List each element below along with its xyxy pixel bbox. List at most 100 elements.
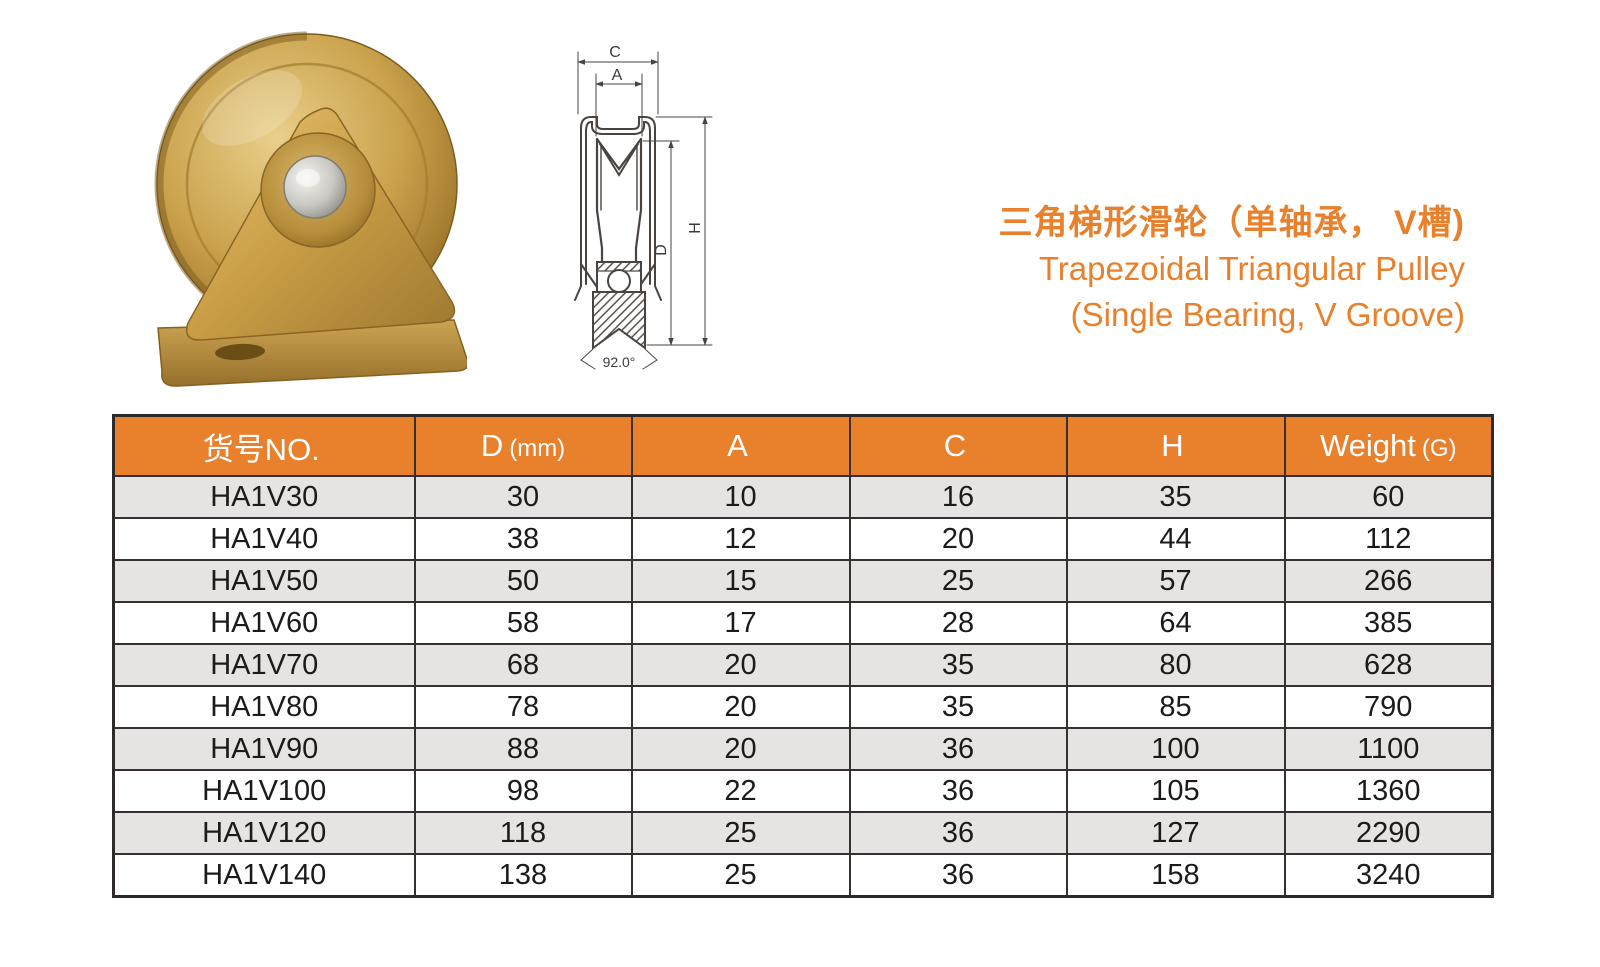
- pulley-photo-image: [154, 31, 469, 387]
- col-header-weight: Weight (G): [1283, 414, 1494, 477]
- table-cell: HA1V90: [112, 727, 416, 771]
- table-cell: 266: [1283, 559, 1494, 603]
- table-cell: 38: [413, 517, 633, 561]
- table-cell: HA1V40: [112, 517, 416, 561]
- table-cell: 1100: [1283, 727, 1494, 771]
- header-sub-label: (mm): [509, 435, 566, 462]
- header-label: C: [943, 428, 967, 463]
- table-cell: 100: [1065, 727, 1286, 771]
- table-cell: HA1V50: [112, 559, 416, 603]
- dim-label-d: D: [653, 244, 670, 256]
- header-label: Weight: [1319, 428, 1416, 463]
- dim-label-h: H: [687, 222, 704, 234]
- table-cell: HA1V70: [112, 643, 416, 687]
- table-cell: 30: [413, 475, 633, 519]
- table-cell: 68: [413, 643, 633, 687]
- table-cell: 20: [630, 685, 851, 729]
- col-header-d: D (mm): [413, 414, 633, 477]
- groove-angle-label: 92.0°: [603, 354, 636, 370]
- table-cell: HA1V80: [112, 685, 416, 729]
- table-cell: 35: [848, 685, 1068, 729]
- technical-drawing: C A D H 92.0°: [545, 38, 720, 376]
- table-cell: 1360: [1283, 769, 1494, 813]
- table-row: HA1V140 138 25 36 158 3240: [112, 853, 1494, 898]
- table-cell: 12: [630, 517, 851, 561]
- table-cell: 88: [413, 727, 633, 771]
- table-cell: 112: [1283, 517, 1494, 561]
- table-cell: 36: [848, 727, 1068, 771]
- table-cell: 98: [413, 769, 633, 813]
- table-cell: 10: [630, 475, 851, 519]
- table-cell: 385: [1283, 601, 1494, 645]
- table-cell: 105: [1065, 769, 1286, 813]
- header-label: A: [727, 428, 748, 463]
- wheel-highlight: [202, 70, 302, 146]
- table-cell: 22: [630, 769, 851, 813]
- table-cell: 127: [1065, 811, 1286, 855]
- table-cell: 15: [630, 559, 851, 603]
- table-cell: 2290: [1283, 811, 1494, 855]
- spec-table: 货号NO. D (mm) A C H Weight (G) HA1V30 30 10 16…: [112, 414, 1494, 898]
- bolt-highlight: [296, 169, 320, 187]
- table-cell: 16: [848, 475, 1068, 519]
- table-cell: 20: [630, 643, 851, 687]
- table-row: HA1V120 118 25 36 127 2290: [112, 811, 1494, 855]
- table-cell: 20: [630, 727, 851, 771]
- axle-bolt: [283, 155, 347, 219]
- table-cell: HA1V30: [112, 475, 416, 519]
- table-row: HA1V30 30 10 16 35 60: [112, 475, 1494, 519]
- table-cell: 58: [413, 601, 633, 645]
- table-cell: HA1V60: [112, 601, 416, 645]
- bearing-icon: [607, 269, 631, 293]
- table-cell: 17: [630, 601, 851, 645]
- spec-table-header: 货号NO. D (mm) A C H Weight (G): [112, 414, 1494, 477]
- table-cell: 25: [848, 559, 1068, 603]
- table-row: HA1V50 50 15 25 57 266: [112, 559, 1494, 603]
- table-cell: 118: [413, 811, 633, 855]
- table-cell: HA1V120: [112, 811, 416, 855]
- col-header-a: A: [630, 414, 851, 477]
- table-cell: 44: [1065, 517, 1286, 561]
- table-row: HA1V40 38 12 20 44 112: [112, 517, 1494, 561]
- table-cell: 35: [848, 643, 1068, 687]
- col-header-h: H: [1065, 414, 1286, 477]
- table-cell: 50: [413, 559, 633, 603]
- table-cell: 57: [1065, 559, 1286, 603]
- col-header-c: C: [848, 414, 1068, 477]
- table-cell: 35: [1065, 475, 1286, 519]
- product-title-english-line1: Trapezoidal Triangular Pulley: [1038, 250, 1465, 287]
- table-cell: 60: [1283, 475, 1494, 519]
- col-header-item-no: 货号NO.: [112, 414, 416, 477]
- product-photo: [122, 26, 469, 391]
- table-cell: 25: [630, 853, 851, 898]
- table-cell: 20: [848, 517, 1068, 561]
- header-sub-label: (G): [1421, 435, 1457, 462]
- table-cell: 78: [413, 685, 633, 729]
- header-label: H: [1161, 428, 1184, 463]
- dim-label-c: C: [609, 44, 621, 61]
- table-cell: 138: [413, 853, 633, 898]
- product-title-block: 三角梯形滑轮（单轴承， V槽) Trapezoidal Triangular P…: [999, 200, 1465, 338]
- table-cell: 25: [630, 811, 851, 855]
- table-cell: 36: [848, 769, 1068, 813]
- table-cell: 36: [848, 853, 1068, 898]
- table-row: HA1V70 68 20 35 80 628: [112, 643, 1494, 687]
- table-row: HA1V100 98 22 36 105 1360: [112, 769, 1494, 813]
- product-title-chinese: 三角梯形滑轮（单轴承， V槽): [998, 204, 1465, 242]
- dim-label-a: A: [612, 67, 623, 84]
- table-row: HA1V90 88 20 36 100 1100: [112, 727, 1494, 771]
- table-row: HA1V80 78 20 35 85 790: [112, 685, 1494, 729]
- table-cell: 158: [1065, 853, 1286, 898]
- mounting-hole: [215, 343, 265, 361]
- cross-section-drawing: C A D H 92.0°: [574, 44, 713, 370]
- header-label: 货号NO.: [202, 431, 320, 467]
- table-cell: 64: [1065, 601, 1286, 645]
- header-row: 货号NO. D (mm) A C H Weight (G): [112, 414, 1494, 477]
- header-label: D: [480, 428, 504, 463]
- table-cell: 28: [848, 601, 1068, 645]
- product-title-english-line2: (Single Bearing, V Groove): [1070, 296, 1465, 333]
- table-cell: HA1V100: [112, 769, 416, 813]
- table-cell: 36: [848, 811, 1068, 855]
- table-cell: 790: [1283, 685, 1494, 729]
